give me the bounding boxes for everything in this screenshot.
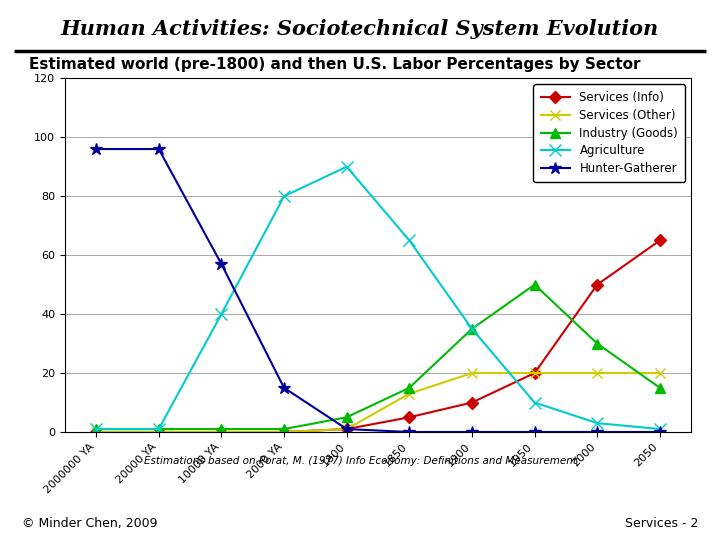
- Industry (Goods): [279, 426, 288, 433]
- Services (Info): [217, 429, 226, 435]
- Text: Human Activities: Sociotechnical System Evolution: Human Activities: Sociotechnical System …: [61, 19, 659, 39]
- Services (Other): [530, 370, 539, 376]
- Hunter-Gatherer: [468, 429, 477, 435]
- Services (Other): [154, 429, 163, 435]
- Services (Info): [655, 237, 664, 244]
- Line: Agriculture: Agriculture: [91, 161, 665, 435]
- Services (Other): [655, 370, 664, 376]
- Services (Other): [217, 429, 226, 435]
- Industry (Goods): [92, 426, 101, 433]
- Text: Estimations based on Porat, M. (1977) Info Economy: Definitions and Measurement: Estimations based on Porat, M. (1977) In…: [143, 456, 577, 467]
- Hunter-Gatherer: [530, 429, 539, 435]
- Industry (Goods): [593, 340, 602, 347]
- Agriculture: [405, 237, 413, 244]
- Services (Other): [343, 426, 351, 433]
- Hunter-Gatherer: [279, 384, 288, 391]
- Hunter-Gatherer: [154, 146, 163, 152]
- Agriculture: [92, 426, 101, 433]
- Agriculture: [217, 311, 226, 318]
- Industry (Goods): [405, 384, 413, 391]
- Hunter-Gatherer: [655, 429, 664, 435]
- Services (Info): [593, 281, 602, 288]
- Line: Services (Other): Services (Other): [91, 368, 665, 437]
- Hunter-Gatherer: [343, 426, 351, 433]
- Agriculture: [279, 193, 288, 199]
- Agriculture: [530, 399, 539, 406]
- Industry (Goods): [343, 414, 351, 421]
- Agriculture: [593, 420, 602, 427]
- Agriculture: [468, 326, 477, 332]
- Services (Other): [279, 429, 288, 435]
- Hunter-Gatherer: [92, 146, 101, 152]
- Agriculture: [343, 164, 351, 170]
- Hunter-Gatherer: [405, 429, 413, 435]
- Agriculture: [154, 426, 163, 433]
- Text: Estimated world (pre-1800) and then U.S. Labor Percentages by Sector: Estimated world (pre-1800) and then U.S.…: [29, 57, 640, 72]
- Agriculture: [655, 426, 664, 433]
- Industry (Goods): [655, 384, 664, 391]
- Services (Other): [468, 370, 477, 376]
- Hunter-Gatherer: [593, 429, 602, 435]
- Services (Info): [279, 429, 288, 435]
- Line: Services (Info): Services (Info): [92, 236, 664, 436]
- Services (Info): [468, 399, 477, 406]
- Industry (Goods): [468, 326, 477, 332]
- Industry (Goods): [154, 426, 163, 433]
- Legend: Services (Info), Services (Other), Industry (Goods), Agriculture, Hunter-Gathere: Services (Info), Services (Other), Indus…: [534, 84, 685, 183]
- Industry (Goods): [217, 426, 226, 433]
- Hunter-Gatherer: [217, 261, 226, 267]
- Text: © Minder Chen, 2009: © Minder Chen, 2009: [22, 517, 157, 530]
- Services (Other): [405, 390, 413, 397]
- Services (Info): [92, 429, 101, 435]
- Services (Info): [154, 429, 163, 435]
- Industry (Goods): [530, 281, 539, 288]
- Services (Info): [405, 414, 413, 421]
- Line: Industry (Goods): Industry (Goods): [91, 280, 665, 434]
- Text: Services - 2: Services - 2: [625, 517, 698, 530]
- Services (Info): [343, 426, 351, 433]
- Line: Hunter-Gatherer: Hunter-Gatherer: [90, 143, 666, 438]
- Services (Other): [92, 429, 101, 435]
- Services (Other): [593, 370, 602, 376]
- Services (Info): [530, 370, 539, 376]
